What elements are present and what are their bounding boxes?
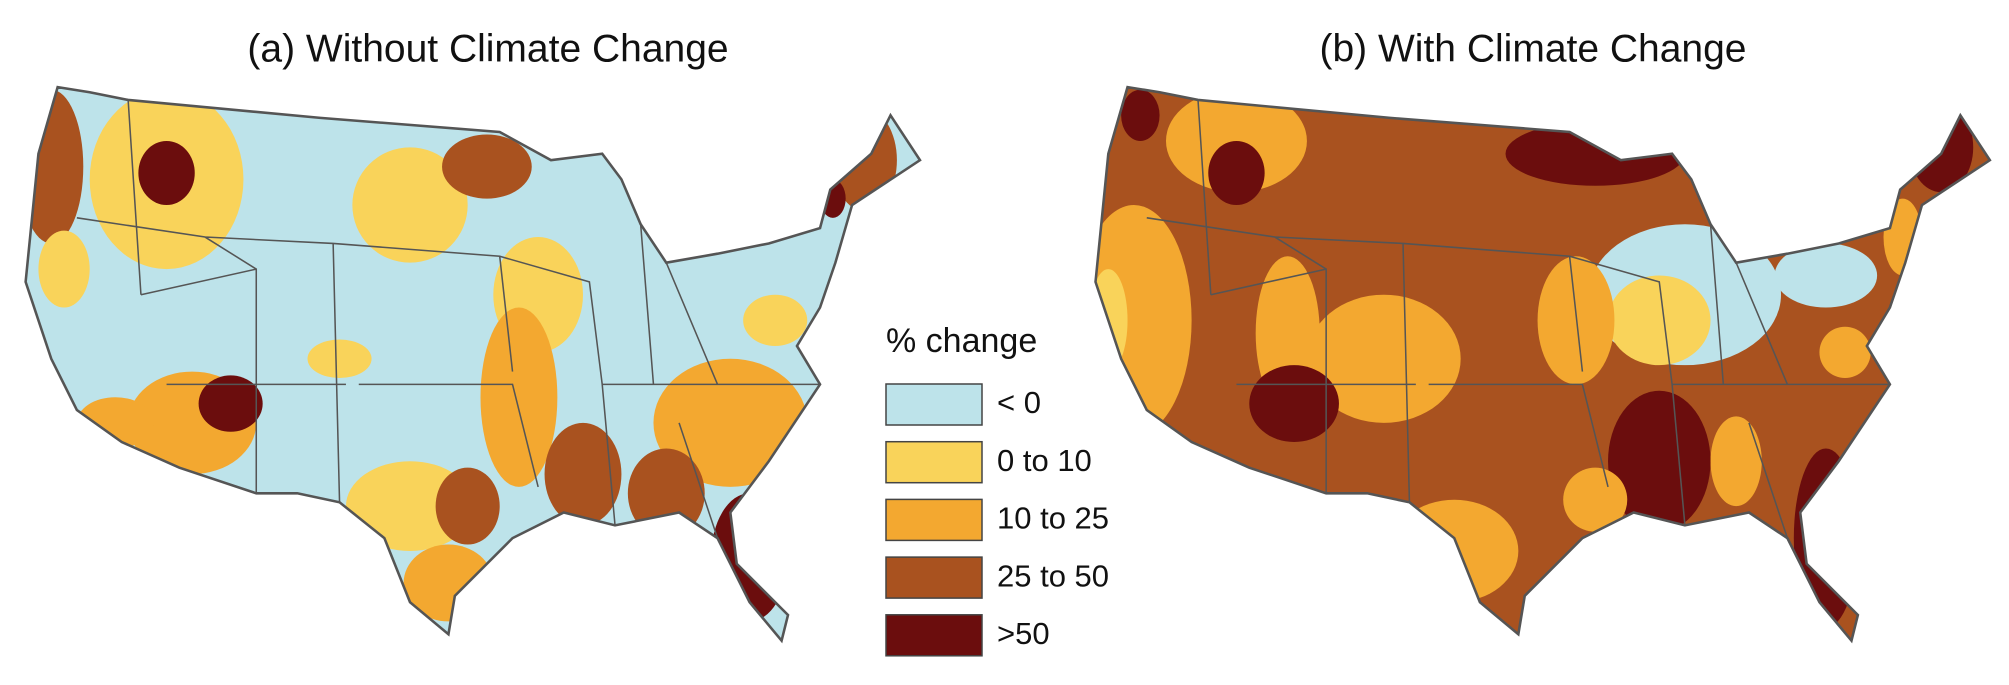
legend: % change < 0 0 to 10 10 to 25 25 to 50 >50	[885, 322, 1109, 657]
legend-label: 0 to 10	[997, 443, 1092, 478]
country-outline	[1094, 85, 1992, 644]
region	[138, 140, 195, 206]
region	[1208, 140, 1265, 206]
region	[198, 375, 263, 432]
region	[1095, 205, 1192, 436]
region	[1121, 89, 1160, 141]
region	[1710, 416, 1762, 507]
legend-label: 25 to 50	[997, 558, 1109, 593]
legend-title: % change	[886, 322, 1037, 360]
region	[307, 339, 372, 378]
region	[627, 448, 705, 539]
region	[442, 134, 532, 199]
region	[38, 230, 90, 308]
regions	[1095, 87, 1990, 641]
legend-label: >50	[997, 616, 1050, 651]
region	[1165, 89, 1307, 193]
legend-swatch	[885, 498, 983, 542]
region	[1819, 326, 1871, 378]
legend-label: < 0	[997, 385, 1041, 420]
region	[653, 358, 808, 487]
map-a	[24, 85, 922, 644]
region	[544, 422, 622, 526]
region	[352, 147, 468, 263]
legend-label: 10 to 25	[997, 501, 1109, 536]
region	[480, 307, 558, 487]
region	[1505, 121, 1685, 186]
region	[743, 294, 808, 346]
legend-swatch	[885, 556, 983, 599]
legend-swatch	[885, 614, 983, 657]
region	[1883, 198, 1922, 276]
region	[435, 467, 500, 545]
state-border	[1146, 99, 1890, 539]
region	[1608, 390, 1711, 532]
map-title: (a) Without Climate Change	[247, 27, 728, 70]
map-title: (b) With Climate Change	[1320, 27, 1747, 70]
state-border	[76, 99, 821, 539]
region	[76, 397, 154, 449]
region	[1563, 467, 1628, 532]
region	[1608, 275, 1711, 366]
country-outline	[24, 85, 922, 644]
region	[1306, 294, 1461, 423]
legend-swatch	[885, 440, 983, 484]
legend-swatch	[885, 383, 983, 426]
map-b	[1094, 85, 1992, 644]
region	[1774, 243, 1878, 308]
region	[1390, 499, 1519, 603]
region	[403, 544, 494, 622]
